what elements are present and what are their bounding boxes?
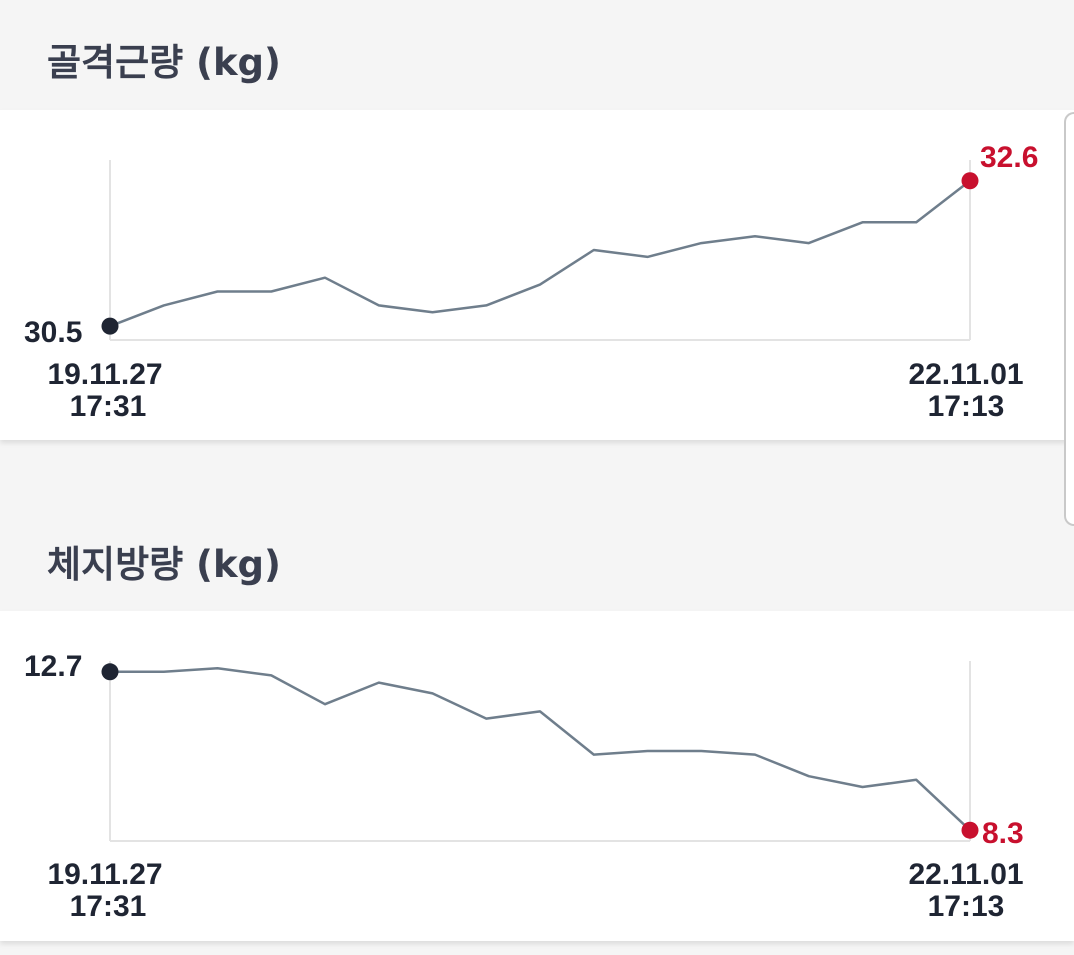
end-value-label: 8.3 [982, 817, 1024, 850]
scrollbar[interactable] [1064, 112, 1074, 526]
x-end-time-label: 17:13 [928, 890, 1005, 923]
start-point-marker [101, 663, 119, 681]
series-line [110, 666, 971, 832]
end-point-marker [961, 821, 979, 839]
end-value-label: 32.6 [980, 141, 1038, 174]
end-point-marker [961, 172, 979, 190]
section-header-fat: 체지방량 (kg) [0, 450, 1074, 610]
start-value-label: 12.7 [24, 650, 82, 683]
chart-card-fat: 12.7 8.3 19.11.27 17:31 22.11.01 17:13 [0, 611, 1074, 941]
start-point-marker [101, 317, 119, 335]
x-start-date-label: 19.11.27 [47, 858, 162, 891]
x-end-date-label: 22.11.01 [908, 358, 1023, 391]
section-title: 체지방량 (kg) [47, 543, 281, 586]
x-end-date-label: 22.11.01 [908, 858, 1023, 891]
x-start-date-label: 19.11.27 [47, 358, 162, 391]
start-value-label: 30.5 [24, 316, 82, 349]
x-start-time-label: 17:31 [70, 890, 147, 923]
x-start-time-label: 17:31 [70, 390, 147, 423]
section-header-muscle: 골격근량 (kg) [0, 0, 1074, 108]
series-line [109, 179, 971, 328]
chart-card-muscle: 30.5 32.6 19.11.27 17:31 22.11.01 17:13 [0, 110, 1074, 440]
chart-svg-fat: 12.7 8.3 19.11.27 17:31 22.11.01 17:13 [24, 650, 1024, 923]
section-title: 골격근량 (kg) [47, 41, 281, 84]
chart-svg-muscle: 30.5 32.6 19.11.27 17:31 22.11.01 17:13 [24, 141, 1038, 423]
x-end-time-label: 17:13 [928, 390, 1005, 423]
